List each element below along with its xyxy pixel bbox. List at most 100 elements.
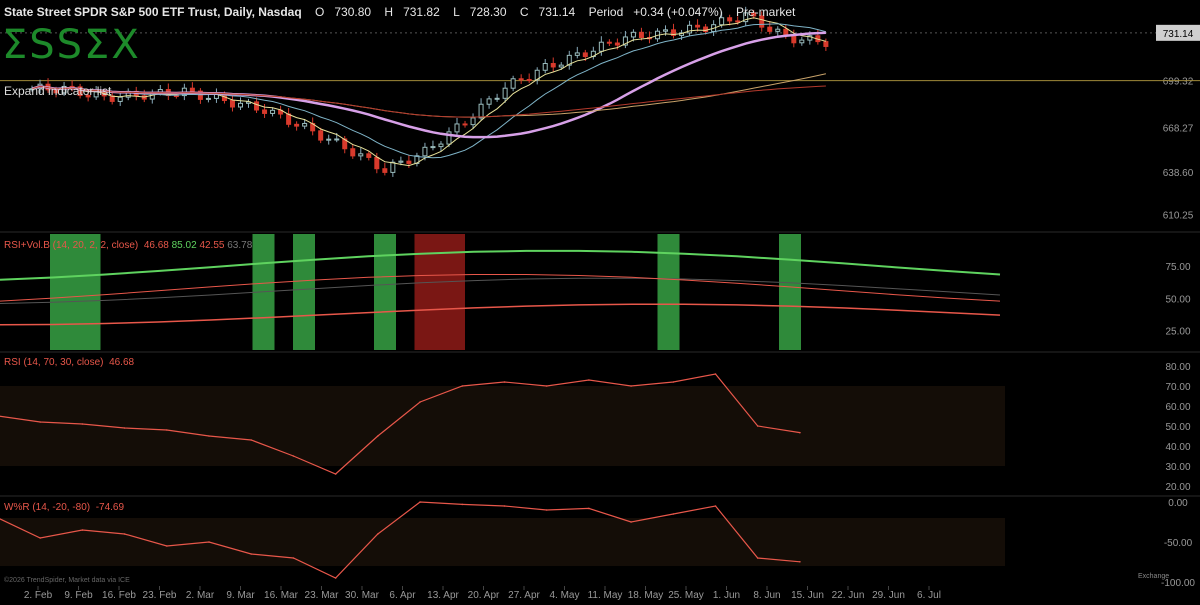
chart-header: State Street SPDR S&P 500 ETF Trust, Dai… xyxy=(4,5,805,19)
rsi-point-7 xyxy=(292,455,295,457)
candle-71 xyxy=(598,41,604,52)
rsi-point-17 xyxy=(714,373,717,375)
ma-slow-line xyxy=(31,31,826,139)
x-tick-label-9: 6. Apr xyxy=(389,590,416,601)
candle-67 xyxy=(566,54,572,66)
open-value: 730.80 xyxy=(334,5,372,19)
rsi-tick-label-3: 50.00 xyxy=(1165,422,1190,433)
candle-45 xyxy=(390,161,396,173)
wr-point-2 xyxy=(81,529,84,531)
rsi-vol-value-1: 46.68 xyxy=(143,240,169,251)
x-tick-label-5: 9. Mar xyxy=(226,590,255,601)
candle-88 xyxy=(735,20,741,23)
wr-point-9 xyxy=(377,533,379,535)
wr-point-3 xyxy=(123,533,126,535)
candle-37 xyxy=(326,138,332,141)
x-tick-label-12: 27. Apr xyxy=(508,590,540,601)
candle-49 xyxy=(422,146,428,157)
ma-200-line xyxy=(31,85,826,118)
rsi-value: 46.68 xyxy=(109,357,135,368)
candle-95 xyxy=(791,35,797,44)
candle-75 xyxy=(630,31,636,38)
candle-39 xyxy=(342,138,348,150)
open-label: O xyxy=(315,5,325,19)
candle-56 xyxy=(478,103,484,119)
wr-point-4 xyxy=(166,545,168,547)
candle-99 xyxy=(823,41,829,47)
wr-name: W%R (14, -20, -80) xyxy=(4,502,91,513)
rsi-vol-zone-3 xyxy=(374,234,396,350)
candle-25 xyxy=(229,100,235,108)
x-tick-label-22: 6. Jul xyxy=(917,590,941,601)
high-label: H xyxy=(384,5,394,19)
rsi-band xyxy=(0,386,1005,466)
candle-40 xyxy=(350,148,356,157)
candle-46 xyxy=(398,160,404,163)
rsi-vol-zone-2 xyxy=(293,234,315,350)
rsi-point-10 xyxy=(419,401,421,403)
rsi-vol-panel[interactable]: 75.00 50.00 25.00 xyxy=(0,234,1191,350)
candle-22 xyxy=(205,97,211,100)
candle-11 xyxy=(117,96,123,102)
candle-38 xyxy=(334,138,340,141)
candle-30 xyxy=(270,109,276,114)
candle-61 xyxy=(518,78,524,81)
x-tick-label-20: 22. Jun xyxy=(832,590,865,601)
price-panel[interactable]: 731.14 699.32 668.27 638.60 610.25 xyxy=(0,6,1200,222)
candle-55 xyxy=(470,117,476,126)
x-tick-label-0: 2. Feb xyxy=(24,590,53,601)
symbol-logo: ΣSSΣX xyxy=(2,22,141,68)
candle-57 xyxy=(486,98,492,105)
candle-51 xyxy=(438,143,444,148)
x-tick-label-15: 18. May xyxy=(628,590,664,601)
candle-43 xyxy=(374,156,380,170)
wr-point-11 xyxy=(461,503,464,506)
candle-76 xyxy=(638,31,644,38)
rsi-panel[interactable]: 80.00 70.00 60.00 50.00 40.00 30.00 20.00 xyxy=(0,362,1191,493)
rsi-tick-label-4: 40.00 xyxy=(1165,442,1190,453)
candle-33 xyxy=(294,123,300,127)
candle-96 xyxy=(799,39,805,44)
price-tick-label-4: 610.25 xyxy=(1163,211,1194,222)
candle-62 xyxy=(526,78,532,81)
rsi-name: RSI (14, 70, 30, close) xyxy=(4,357,104,368)
wr-band xyxy=(0,518,1005,566)
x-tick-label-2: 16. Feb xyxy=(102,590,136,601)
expand-indicator-list-link[interactable]: Expand indicator list xyxy=(4,84,112,98)
candle-34 xyxy=(302,122,308,127)
rsi-vol-mid-band xyxy=(0,277,1001,304)
x-tick-label-11: 20. Apr xyxy=(468,590,500,601)
wr-point-10 xyxy=(419,501,421,503)
candle-68 xyxy=(574,52,580,56)
candle-28 xyxy=(254,101,260,111)
rsi-point-1 xyxy=(39,421,42,423)
candle-20 xyxy=(189,87,195,92)
x-tick-label-3: 23. Feb xyxy=(143,590,177,601)
candle-80 xyxy=(671,29,677,36)
candle-65 xyxy=(550,63,556,68)
rsi-point-5 xyxy=(208,435,210,437)
candle-8 xyxy=(93,91,99,98)
wr-series-0 xyxy=(0,501,800,579)
rsi-point-2 xyxy=(81,423,84,425)
rsi-tick-label-0: 80.00 xyxy=(1165,362,1190,373)
candle-69 xyxy=(582,52,588,58)
candle-21 xyxy=(197,90,203,100)
x-tick-label-8: 30. Mar xyxy=(345,590,380,601)
rsi-tick-label-1: 70.00 xyxy=(1165,382,1190,393)
candle-82 xyxy=(687,24,693,34)
wr-point-8 xyxy=(334,577,337,579)
candle-66 xyxy=(558,64,564,68)
rsi-point-6 xyxy=(250,439,253,441)
rsi-point-13 xyxy=(545,385,548,387)
wr-label: W%R (14, -20, -80) -74.69 xyxy=(4,502,124,513)
candle-60 xyxy=(510,78,516,89)
candle-74 xyxy=(622,36,628,46)
candle-42 xyxy=(366,153,372,158)
x-tick-label-21: 29. Jun xyxy=(872,590,905,601)
rsi-label: RSI (14, 70, 30, close) 46.68 xyxy=(4,357,134,368)
williams-r-panel[interactable]: 0.00 -50.00 -100.00 xyxy=(0,498,1195,589)
candle-59 xyxy=(502,87,508,99)
wr-point-17 xyxy=(714,505,717,507)
